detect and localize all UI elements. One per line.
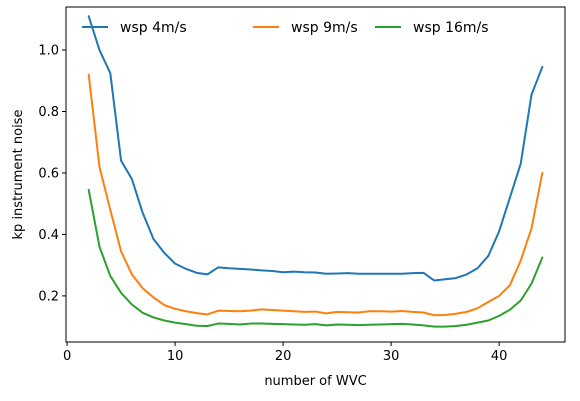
- x-tick-label: 20: [275, 349, 292, 364]
- plot-area: [65, 6, 566, 343]
- x-tick-label: 10: [167, 349, 184, 364]
- legend-label-1: wsp 4m/s: [120, 20, 187, 36]
- axes-layer: 0 10 20 30 40 0.2 0.4 0.6 0.8 1.0: [38, 44, 507, 364]
- y-tick-label: 1.0: [38, 44, 59, 59]
- x-tick-label: 40: [491, 349, 508, 364]
- plot-frame: [65, 6, 566, 343]
- y-tick-label: 0.4: [38, 228, 59, 243]
- legend: wsp 4m/s wsp 9m/s wsp 16m/s: [82, 20, 489, 36]
- y-tick-label: 0.2: [38, 289, 59, 304]
- series-line-3: [87, 188, 544, 328]
- x-axis-label: number of WVC: [264, 374, 366, 389]
- x-tick-label: 0: [63, 349, 71, 364]
- series-layer: [87, 15, 544, 328]
- series-line-1: [87, 15, 544, 282]
- legend-label-2: wsp 9m/s: [291, 20, 358, 36]
- y-axis-label: kp instrument noise: [11, 110, 26, 240]
- y-tick-label: 0.6: [38, 166, 59, 181]
- legend-label-3: wsp 16m/s: [413, 20, 489, 36]
- y-tick-label: 0.8: [38, 105, 59, 120]
- series-line-2: [87, 73, 544, 317]
- x-tick-label: 30: [383, 349, 400, 364]
